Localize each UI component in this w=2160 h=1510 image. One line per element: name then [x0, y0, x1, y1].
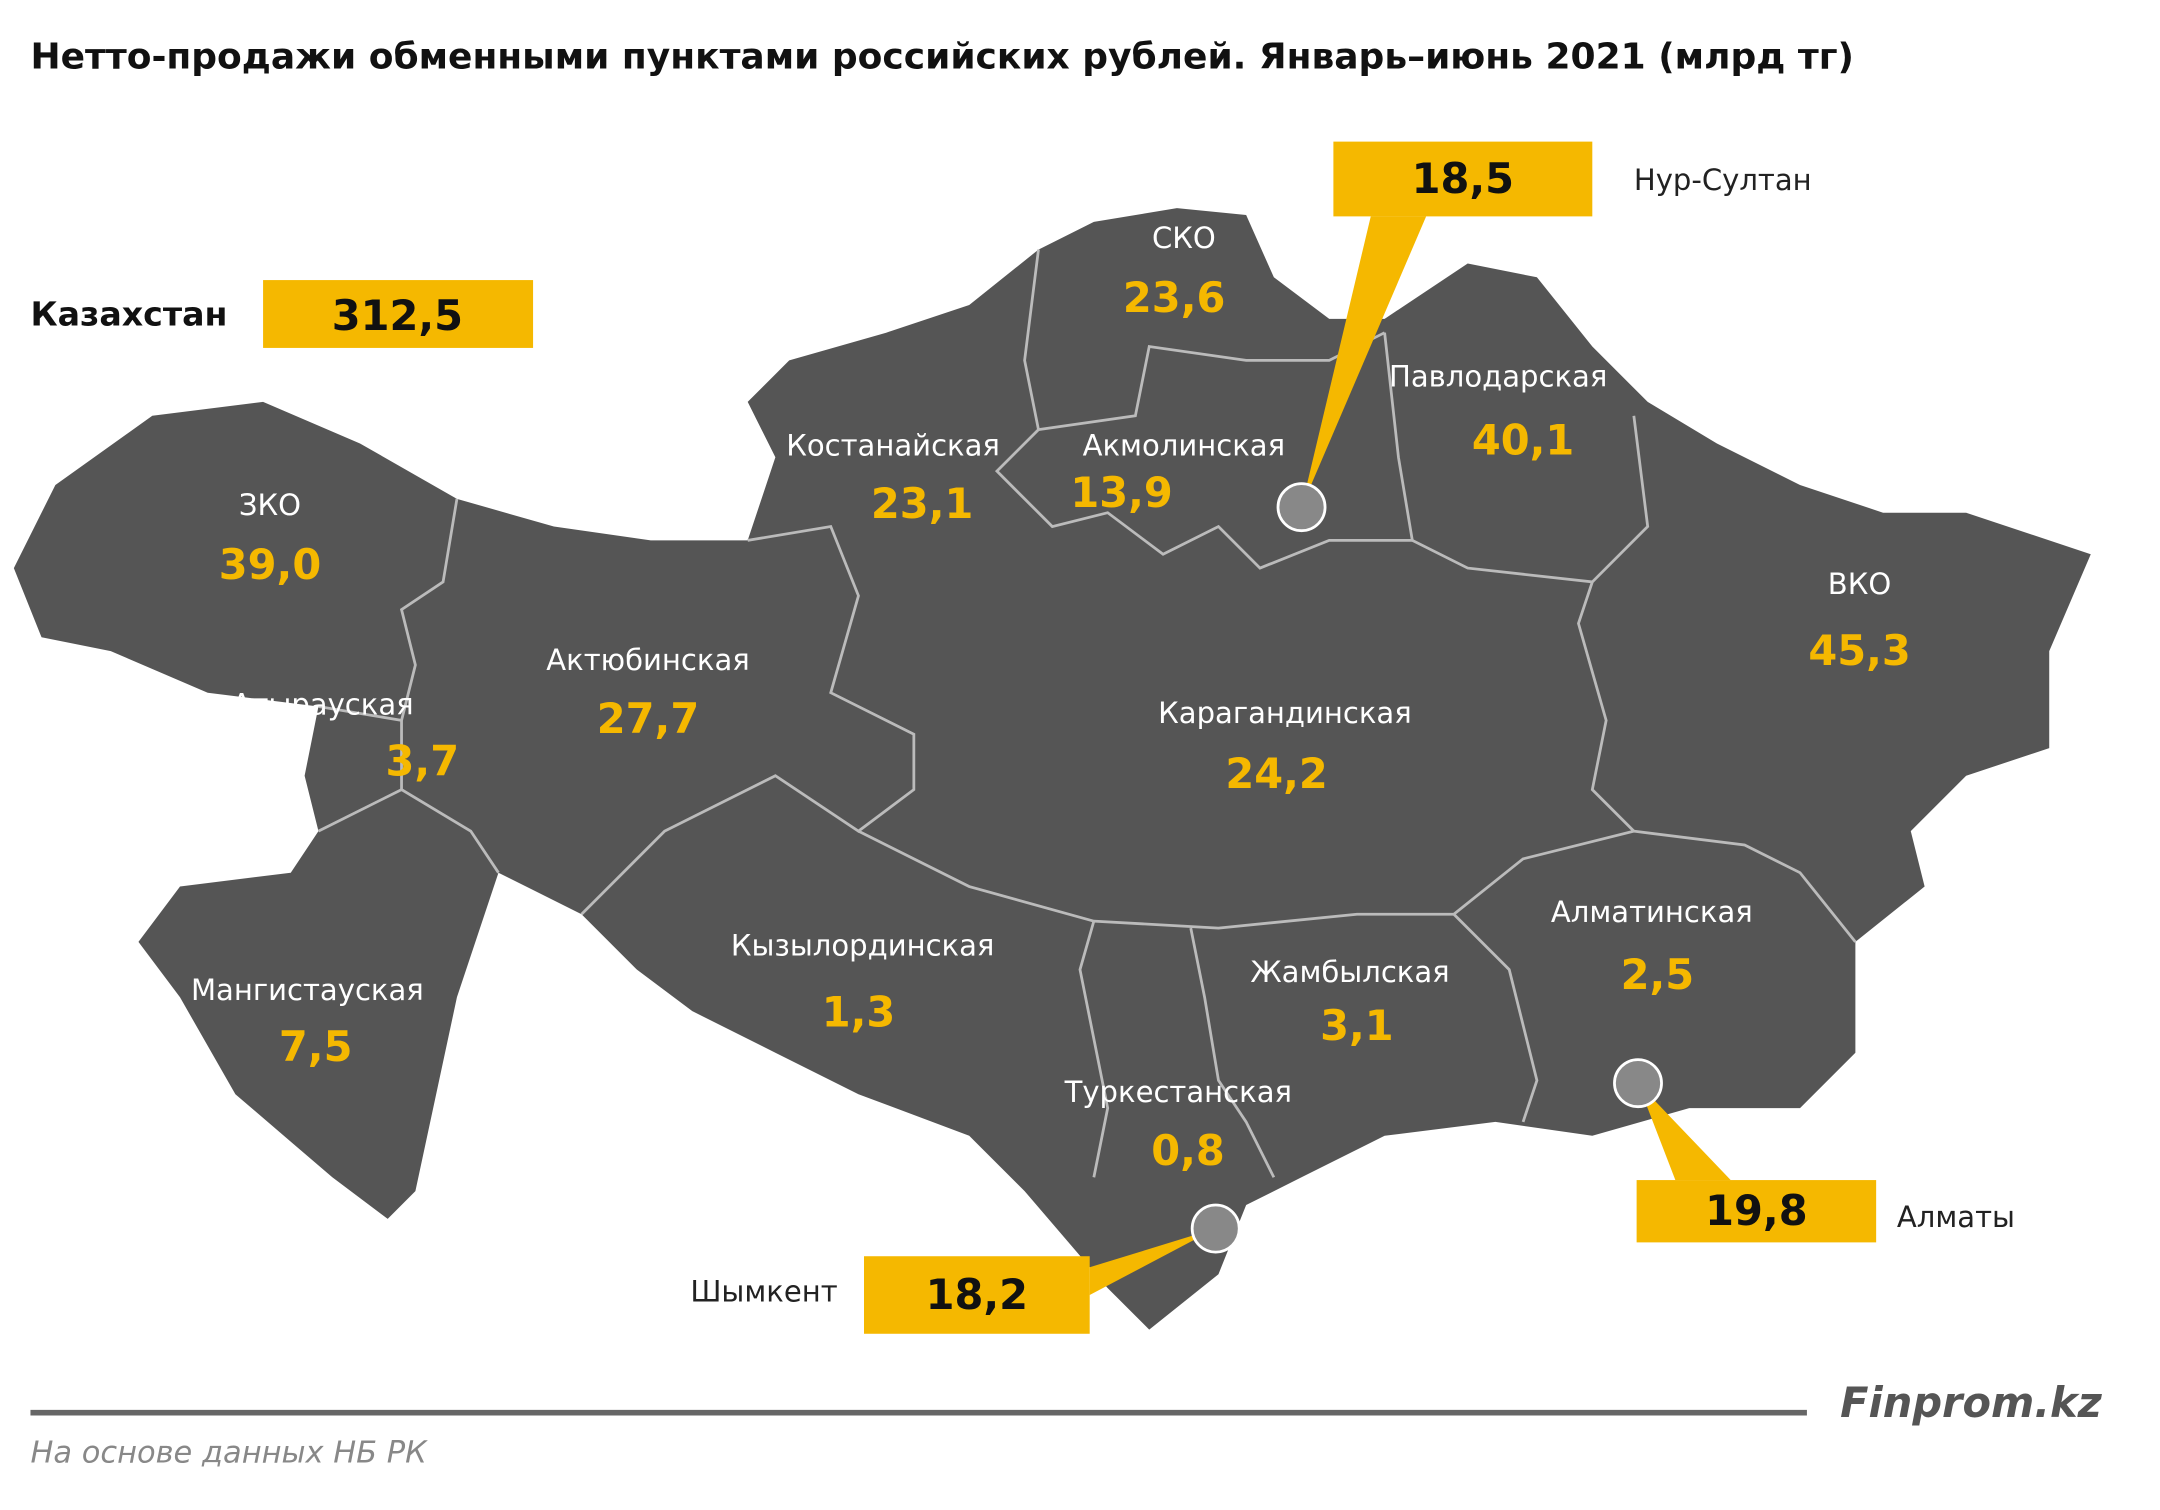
- region-name: Кызылординская: [731, 928, 995, 962]
- region-name: Атырауская: [232, 688, 414, 722]
- region-name: Костанайская: [786, 429, 1000, 463]
- region-value: 45,3: [1808, 626, 1910, 675]
- region-name: Туркестанская: [1064, 1075, 1292, 1109]
- callout-box: [1636, 1180, 1877, 1243]
- region-name: Мангистауская: [191, 973, 424, 1007]
- region-value: 0,8: [1151, 1126, 1225, 1175]
- region-name: Акмолинская: [1083, 429, 1285, 463]
- country-shape: [13, 208, 2091, 1330]
- callout-box: [864, 1256, 1090, 1334]
- total-label: Казахстан: [30, 295, 227, 334]
- brand: Finprom.kz: [1840, 1378, 2102, 1427]
- region-value: 39,0: [219, 540, 321, 589]
- region-name: Жамбылская: [1250, 955, 1449, 989]
- region-name: Алматинская: [1551, 895, 1753, 929]
- city-name: Шымкент: [690, 1275, 837, 1309]
- total-box: [263, 280, 534, 348]
- city-marker: [1613, 1058, 1663, 1109]
- title: Нетто-продажи обменными пунктами российс…: [30, 37, 1854, 78]
- region-value: 23,6: [1123, 273, 1225, 322]
- region-value: 1,3: [822, 987, 896, 1036]
- region-name: Актюбинская: [546, 643, 749, 677]
- city-name: Нур-Султан: [1634, 163, 1812, 197]
- callout-pointer: [1301, 216, 1427, 508]
- region-value: 13,9: [1070, 468, 1172, 517]
- city-value: 18,5: [1412, 154, 1514, 203]
- region-name: Карагандинская: [1158, 696, 1412, 730]
- city-value: 19,8: [1705, 1186, 1807, 1235]
- city-name: Алматы: [1897, 1200, 2015, 1234]
- region-value: 40,1: [1472, 415, 1574, 464]
- region-value: 27,7: [597, 694, 699, 743]
- region-value: 3,1: [1320, 1001, 1394, 1050]
- region-borders: [317, 249, 1857, 1178]
- region-name: СКО: [1152, 221, 1216, 255]
- callout-box: [1333, 141, 1593, 217]
- region-value: 2,5: [1621, 950, 1695, 999]
- city-marker: [1190, 1203, 1241, 1254]
- region-value: 7,5: [279, 1022, 353, 1071]
- city-marker: [1276, 482, 1327, 533]
- region-name: ВКО: [1828, 567, 1891, 601]
- region-name: Павлодарская: [1389, 359, 1607, 393]
- city-value: 18,2: [926, 1270, 1028, 1319]
- region-value: 3,7: [386, 737, 460, 786]
- region-name: ЗКО: [239, 488, 301, 522]
- region-value: 23,1: [871, 479, 973, 528]
- region-value: 24,2: [1225, 749, 1327, 798]
- total-value: 312,5: [332, 291, 463, 340]
- source: На основе данных НБ РК: [30, 1436, 428, 1471]
